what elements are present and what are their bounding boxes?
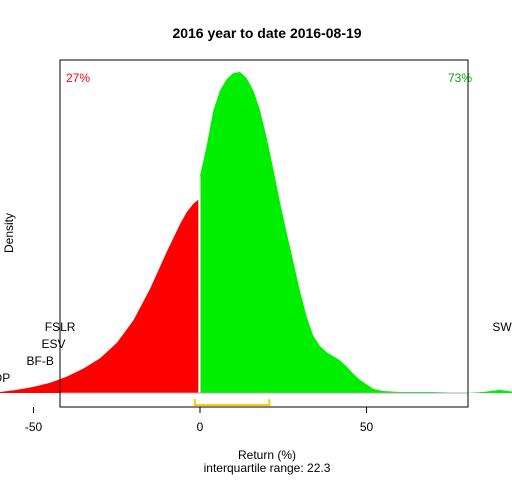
iqr-subtitle: interquartile range: 22.3 [204, 461, 331, 475]
ticker-annotation: BF-B [26, 354, 53, 368]
annotations: ENDPBF-BESVFSLRSWNOKECNXNEM [0, 320, 512, 385]
plot-frame [59, 59, 469, 408]
y-axis-label: Density [2, 213, 16, 253]
ticker-annotation: FSLR [45, 320, 76, 334]
x-tick-label: 0 [197, 420, 204, 434]
plot-area [0, 72, 512, 406]
ticker-annotation: ENDP [0, 371, 10, 385]
iqr-bracket [194, 399, 271, 406]
ticker-annotation: SWN [492, 320, 512, 334]
ticker-annotation: ESV [41, 337, 65, 351]
x-axis: -50050100150 [25, 407, 374, 434]
x-tick-label: -50 [25, 420, 43, 434]
right-percent-label: 73% [448, 71, 472, 85]
x-axis-label: Return (%) [238, 448, 296, 462]
negative-returns-area [0, 199, 199, 393]
x-tick-label: 50 [360, 420, 374, 434]
positive-returns-area [200, 72, 512, 393]
left-percent-label: 27% [66, 71, 90, 85]
chart-title: 2016 year to date 2016-08-19 [172, 25, 361, 41]
